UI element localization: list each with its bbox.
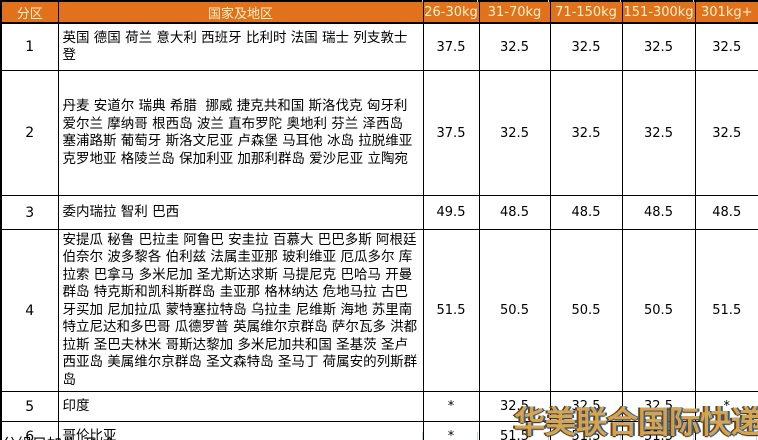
- rate-cell[interactable]: 51.5: [694, 229, 758, 392]
- col-header-26-30kg[interactable]: 26-30kg: [422, 0, 480, 24]
- table-row: 5 印度 * 32.5 32.5 32.5 *: [0, 391, 758, 422]
- col-header-71-150kg[interactable]: 71-150kg: [549, 0, 623, 24]
- rate-cell[interactable]: 51.5: [422, 229, 480, 392]
- rate-cell[interactable]: 51.5: [621, 421, 696, 440]
- rate-cell[interactable]: 48.5: [694, 195, 758, 230]
- rate-cell[interactable]: 32.5: [621, 22, 696, 71]
- rate-cell[interactable]: 50.5: [478, 229, 551, 392]
- col-header-zone[interactable]: 分区: [0, 0, 59, 24]
- zone-cell[interactable]: 3: [0, 195, 59, 230]
- col-header-31-70kg[interactable]: 31-70kg: [478, 0, 551, 24]
- rate-cell[interactable]: 32.5: [549, 70, 623, 196]
- gridline-stub: [693, 432, 694, 440]
- countries-cell[interactable]: 哥伦比亚: [57, 421, 424, 440]
- countries-cell[interactable]: 印度: [57, 391, 424, 422]
- table-header-row: 分区 国家及地区 26-30kg 31-70kg 71-150kg 151-30…: [0, 0, 758, 24]
- rate-cell[interactable]: 48.5: [549, 195, 623, 230]
- rate-cell[interactable]: 51.5: [549, 421, 623, 440]
- gridline-stub: [477, 0, 478, 2]
- gridline-stub: [756, 432, 757, 440]
- rate-cell[interactable]: 48.5: [621, 195, 696, 230]
- rate-cell[interactable]: 32.5: [549, 391, 623, 422]
- table-row: 1 英国 德国 荷兰 意大利 西班牙 比利时 法国 瑞士 列支敦士登 37.5 …: [0, 22, 758, 71]
- rate-cell[interactable]: *: [694, 391, 758, 422]
- countries-cell[interactable]: 丹麦 安道尔 瑞典 希腊 挪威 捷克共和国 斯洛伐克 匈牙利 爱尔兰 摩纳哥 根…: [57, 70, 424, 196]
- col-header-151-300kg[interactable]: 151-300kg: [621, 0, 696, 24]
- gridline-stub: [620, 0, 621, 2]
- zone-cell[interactable]: 1: [0, 22, 59, 71]
- rate-cell[interactable]: 32.5: [478, 391, 551, 422]
- gridline-stub: [548, 0, 549, 2]
- countries-cell[interactable]: 安提瓜 秘鲁 巴拉圭 阿鲁巴 安圭拉 百慕大 巴巴多斯 阿根廷 伯奈尔 波多黎各…: [57, 229, 424, 392]
- zone-cell[interactable]: 5: [0, 391, 59, 422]
- rate-cell[interactable]: 49.5: [422, 195, 480, 230]
- gridline-stub: [620, 432, 621, 440]
- rate-cell[interactable]: 50.5: [621, 229, 696, 392]
- rate-cell[interactable]: 32.5: [621, 391, 696, 422]
- rate-cell[interactable]: *: [422, 391, 480, 422]
- table-row: 6 哥伦比亚 * 51.5 51.5 51.5 *: [0, 421, 758, 440]
- col-header-301kg[interactable]: 301kg+: [694, 0, 758, 24]
- gridline-stub: [422, 432, 423, 440]
- zone-cell[interactable]: 2: [0, 70, 59, 196]
- rate-cell[interactable]: 32.5: [621, 70, 696, 196]
- rate-cell[interactable]: 51.5: [478, 421, 551, 440]
- zone-cell[interactable]: 4: [0, 229, 59, 392]
- rate-cell[interactable]: *: [694, 421, 758, 440]
- gridline-stub: [477, 432, 478, 440]
- gridline-stub: [548, 432, 549, 440]
- table-row: 2 丹麦 安道尔 瑞典 希腊 挪威 捷克共和国 斯洛伐克 匈牙利 爱尔兰 摩纳哥…: [0, 70, 758, 196]
- rate-cell[interactable]: 32.5: [478, 22, 551, 71]
- footer-note-clipped: 分组只加业:元 个: [2, 433, 117, 440]
- rate-cell[interactable]: 37.5: [422, 70, 480, 196]
- gridline-stub: [693, 0, 694, 2]
- rate-cell[interactable]: 32.5: [694, 70, 758, 196]
- rate-cell[interactable]: 32.5: [478, 70, 551, 196]
- table-row: 4 安提瓜 秘鲁 巴拉圭 阿鲁巴 安圭拉 百慕大 巴巴多斯 阿根廷 伯奈尔 波多…: [0, 229, 758, 392]
- countries-cell[interactable]: 英国 德国 荷兰 意大利 西班牙 比利时 法国 瑞士 列支敦士登: [57, 22, 424, 71]
- countries-cell[interactable]: 委内瑞拉 智利 巴西: [57, 195, 424, 230]
- gridline-stub: [422, 0, 423, 2]
- rate-cell[interactable]: 37.5: [422, 22, 480, 71]
- col-header-countries[interactable]: 国家及地区: [57, 0, 424, 24]
- rate-cell[interactable]: 48.5: [478, 195, 551, 230]
- table-row: 3 委内瑞拉 智利 巴西 49.5 48.5 48.5 48.5 48.5: [0, 195, 758, 230]
- rate-cell[interactable]: 32.5: [549, 22, 623, 71]
- rate-cell[interactable]: *: [422, 421, 480, 440]
- rate-cell[interactable]: 32.5: [694, 22, 758, 71]
- rate-cell[interactable]: 50.5: [549, 229, 623, 392]
